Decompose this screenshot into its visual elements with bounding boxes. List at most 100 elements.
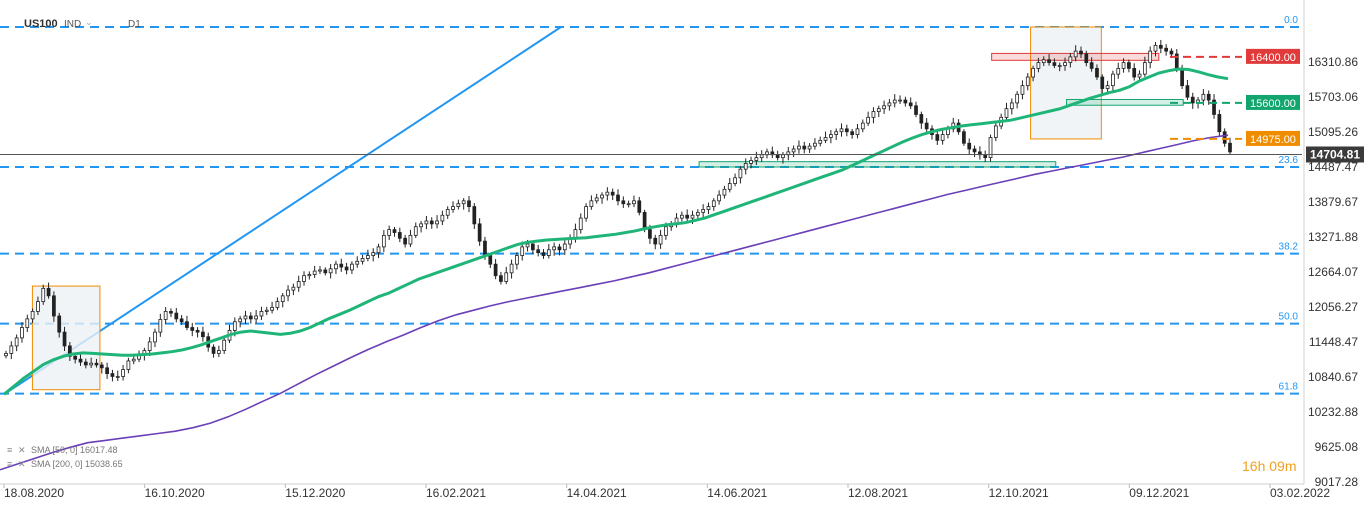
- candle: [584, 203, 588, 222]
- candle-body: [339, 263, 344, 268]
- candle: [706, 202, 711, 215]
- chevron-down-icon[interactable]: ⌄: [85, 17, 93, 27]
- candle-body: [1121, 62, 1126, 69]
- candle-body: [413, 226, 418, 236]
- candle-body: [871, 111, 876, 118]
- candle-body: [1206, 93, 1211, 101]
- candle-body: [616, 194, 620, 202]
- candle: [472, 203, 477, 229]
- candle: [754, 151, 759, 166]
- close-icon[interactable]: ✕: [18, 459, 26, 469]
- candle: [924, 118, 929, 135]
- candle: [89, 357, 94, 368]
- x-tick-label: 12.08.2021: [848, 486, 908, 500]
- candle: [1111, 70, 1115, 91]
- candle: [323, 267, 328, 276]
- candle-body: [1041, 59, 1046, 64]
- candle-body: [30, 310, 35, 320]
- close-icon[interactable]: ✕: [18, 445, 26, 455]
- candle: [653, 234, 658, 250]
- candle: [99, 362, 104, 374]
- candle-body: [68, 345, 72, 357]
- candle-body: [1185, 85, 1190, 98]
- candle: [243, 310, 248, 325]
- candle: [892, 94, 897, 108]
- candle: [568, 234, 572, 249]
- candle-body: [594, 197, 599, 202]
- candle: [541, 249, 546, 259]
- candle: [408, 229, 413, 248]
- candle: [222, 336, 227, 354]
- candle-body: [195, 329, 200, 333]
- candle: [371, 248, 376, 262]
- candle-body: [818, 139, 823, 144]
- indicator-sma200[interactable]: ≡ ✕ SMA [200, 0] 15038.65: [7, 459, 123, 469]
- candle: [823, 131, 828, 144]
- list-icon[interactable]: ≡: [7, 445, 12, 455]
- candle: [280, 293, 285, 308]
- candle-body: [520, 246, 525, 256]
- candle-body: [589, 200, 594, 207]
- candle-body: [711, 200, 716, 207]
- candle-body: [275, 301, 280, 308]
- candle: [578, 213, 583, 234]
- indicator-sma50[interactable]: ≡ ✕ SMA [50, 0] 16017.48: [7, 445, 118, 455]
- candle-body: [1095, 67, 1099, 78]
- fib-level-label: 23.6: [1279, 155, 1299, 166]
- candle-body: [536, 249, 541, 254]
- candle-body: [1084, 53, 1089, 64]
- candle: [1084, 50, 1089, 67]
- candle: [962, 129, 966, 146]
- candle: [850, 128, 855, 139]
- candle: [110, 369, 115, 382]
- candle-body: [424, 220, 429, 225]
- candle-body: [754, 157, 759, 161]
- candle-body: [153, 331, 157, 343]
- candle: [562, 238, 567, 255]
- candle: [1073, 45, 1078, 62]
- candle-body: [844, 128, 849, 133]
- timeframe-label: D1: [128, 19, 141, 30]
- candle-body: [291, 286, 296, 291]
- candle: [988, 134, 993, 162]
- candle-body: [584, 206, 588, 219]
- x-tick-label: 14.04.2021: [567, 486, 627, 500]
- candle-body: [658, 234, 663, 245]
- candle-body: [802, 145, 807, 150]
- candle: [312, 265, 317, 278]
- y-tick-label: 14487.47: [1308, 160, 1358, 174]
- candle: [552, 242, 556, 256]
- candle: [355, 256, 360, 268]
- candle-body: [499, 275, 503, 282]
- candle-body: [1201, 93, 1206, 101]
- plot-area: 0.0 23.6 38.2 50.0 61.8: [0, 15, 1302, 396]
- candle: [919, 111, 924, 129]
- candle-body: [403, 237, 407, 245]
- fib-level-label: 0.0: [1284, 15, 1298, 26]
- x-tick-label: 14.06.2021: [707, 486, 767, 500]
- candle: [190, 322, 195, 337]
- candle-body: [456, 203, 461, 207]
- list-icon[interactable]: ≡: [7, 459, 12, 469]
- candle: [860, 119, 865, 133]
- y-tick-label: 15095.26: [1308, 125, 1358, 139]
- candle: [866, 111, 870, 127]
- candle: [461, 198, 466, 210]
- y-tick-label: 16310.86: [1308, 55, 1358, 69]
- candle: [765, 148, 769, 159]
- candle-body: [515, 255, 519, 265]
- price-level-tag: [1246, 94, 1300, 110]
- candle: [477, 218, 482, 246]
- current-price-label: 14704.81: [1310, 147, 1360, 161]
- candle-body: [621, 200, 626, 205]
- candle-body: [318, 269, 322, 272]
- x-tick-label: 12.10.2021: [989, 486, 1049, 500]
- candle: [46, 282, 51, 299]
- candle-body: [610, 191, 615, 196]
- candle-body: [1009, 102, 1014, 110]
- candle: [1185, 79, 1190, 101]
- candles: [4, 39, 1232, 382]
- candle-body: [147, 341, 152, 351]
- candle-body: [690, 214, 695, 219]
- candle-body: [557, 246, 562, 251]
